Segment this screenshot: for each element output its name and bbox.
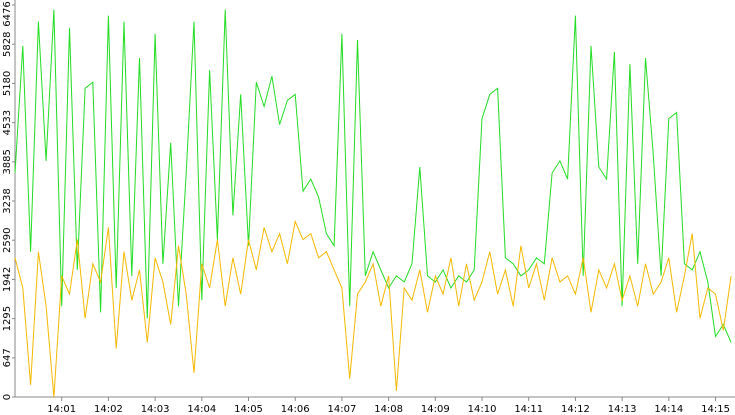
series-line — [14, 219, 732, 398]
x-tick-label: 14:12 — [561, 404, 590, 415]
y-tick-label: 647 — [2, 348, 13, 367]
x-tick-label: 14:02 — [94, 404, 123, 415]
y-tick-label: 4533 — [2, 110, 13, 135]
series-line — [14, 9, 732, 343]
x-tick-label: 14:13 — [608, 404, 637, 415]
y-tick-label: 3238 — [2, 188, 13, 213]
x-tick-label: 14:10 — [468, 404, 497, 415]
x-tick-label: 14:11 — [514, 404, 543, 415]
y-tick-label: 5828 — [2, 31, 13, 56]
x-tick-label: 14:09 — [421, 404, 450, 415]
y-tick-label: 1295 — [2, 306, 13, 331]
y-tick-label: 6476 — [2, 1, 13, 26]
x-tick-label: 14:08 — [374, 404, 403, 415]
x-tick-label: 14:03 — [141, 404, 170, 415]
x-tick-label: 14:15 — [701, 404, 730, 415]
y-tick-label: 1942 — [2, 267, 13, 292]
y-tick-label: 0 — [2, 394, 13, 400]
y-tick-label: 2590 — [2, 227, 13, 252]
x-tick-label: 14:14 — [654, 404, 683, 415]
y-tick-label: 5180 — [2, 71, 13, 96]
x-tick-label: 14:05 — [234, 404, 263, 415]
x-tick-label: 14:04 — [187, 404, 216, 415]
x-tick-label: 14:07 — [328, 404, 357, 415]
x-tick-label: 14:01 — [47, 404, 76, 415]
y-tick-label: 3885 — [2, 149, 13, 174]
x-tick-label: 14:06 — [281, 404, 310, 415]
